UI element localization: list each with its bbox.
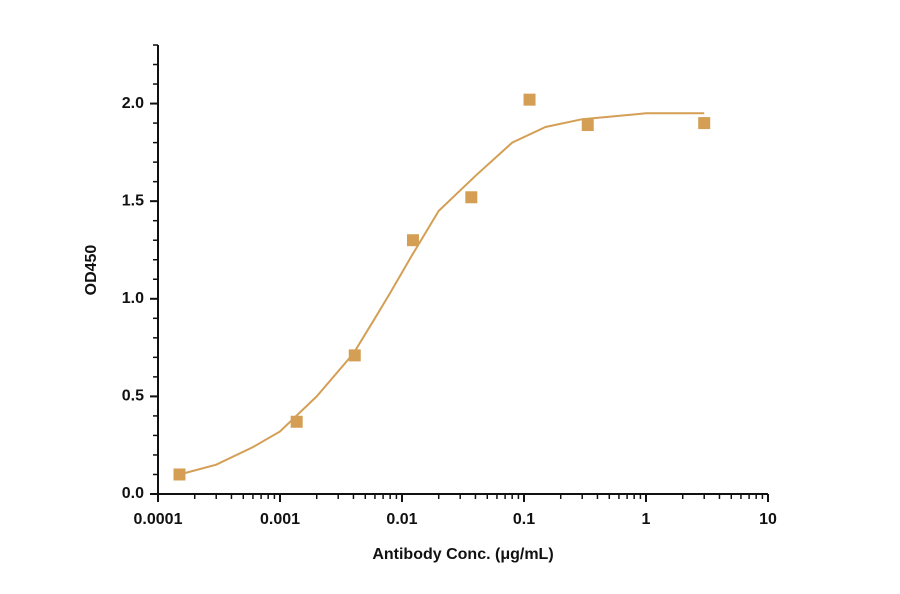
x-tick-label: 10 xyxy=(759,511,777,528)
y-tick-label: 2.0 xyxy=(122,95,144,112)
x-axis-label: Antibody Conc. (μg/mL) xyxy=(372,546,553,563)
y-axis-label: OD450 xyxy=(83,245,100,296)
data-point xyxy=(698,117,711,130)
x-tick-label: 0.0001 xyxy=(134,511,183,528)
x-tick-label: 0.01 xyxy=(386,511,417,528)
data-point xyxy=(465,191,478,204)
data-point xyxy=(173,468,186,481)
y-tick-label: 1.0 xyxy=(122,290,144,307)
x-tick-label: 0.001 xyxy=(260,511,300,528)
x-tick-label: 0.1 xyxy=(513,511,535,528)
data-point xyxy=(406,234,419,247)
data-point xyxy=(290,415,303,428)
y-tick-label: 0.0 xyxy=(122,485,144,502)
data-point xyxy=(523,93,536,106)
y-tick-label: 0.5 xyxy=(122,388,144,405)
y-tick-label: 1.5 xyxy=(122,192,144,209)
x-tick-label: 1 xyxy=(642,511,651,528)
data-point xyxy=(581,119,594,132)
fit-curve xyxy=(179,112,705,476)
data-point xyxy=(348,349,361,362)
